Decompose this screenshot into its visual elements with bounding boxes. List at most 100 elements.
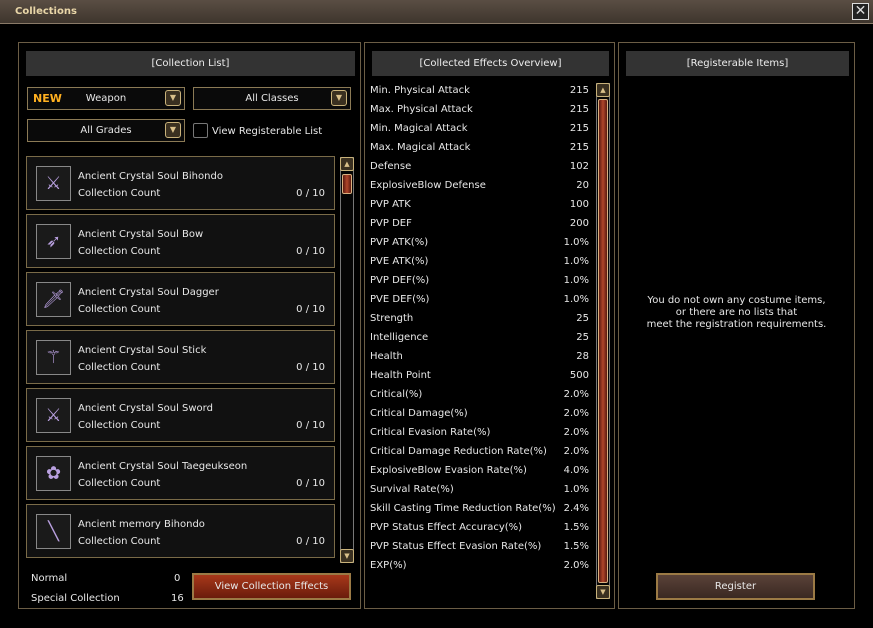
- stat-value: 215: [569, 104, 589, 115]
- special-collection-label: Special Collection: [31, 593, 120, 604]
- item-count: 0 / 10: [296, 188, 325, 199]
- stat-value: 2.0%: [563, 408, 589, 419]
- item-name: Ancient memory Bihondo: [78, 519, 205, 530]
- grades-dropdown[interactable]: All Grades ▼: [27, 119, 185, 142]
- view-collection-effects-button[interactable]: View Collection Effects: [192, 573, 351, 600]
- stat-label: Skill Casting Time Reduction Rate(%): [370, 503, 556, 514]
- stat-label: ExplosiveBlow Defense: [370, 180, 486, 191]
- stat-row: Intelligence 25: [370, 332, 589, 346]
- item-count: 0 / 10: [296, 420, 325, 431]
- collection-list-item[interactable]: ╲ Ancient memory Bihondo Collection Coun…: [26, 504, 335, 558]
- stat-value: 215: [569, 142, 589, 153]
- collection-list-item[interactable]: ⚔ Ancient Crystal Soul Sword Collection …: [26, 388, 335, 442]
- chevron-down-icon: ▼: [165, 90, 181, 106]
- stat-row: Critical Evasion Rate(%) 2.0%: [370, 427, 589, 441]
- stat-row: PVP ATK 100: [370, 199, 589, 213]
- register-button[interactable]: Register: [656, 573, 815, 600]
- stat-label: Critical Evasion Rate(%): [370, 427, 491, 438]
- item-count: 0 / 10: [296, 304, 325, 315]
- special-collection-value: 16: [171, 593, 184, 604]
- stat-value: 1.0%: [563, 275, 589, 286]
- stat-label: PVP DEF: [370, 218, 412, 229]
- classes-value: All Classes: [245, 93, 299, 104]
- collection-list-panel: [Collection List]: [18, 42, 361, 609]
- item-count-label: Collection Count: [78, 478, 161, 489]
- item-count-label: Collection Count: [78, 362, 161, 373]
- scroll-thumb[interactable]: [342, 174, 352, 194]
- message-line: You do not own any costume items,: [647, 295, 826, 306]
- collection-scrollbar[interactable]: ▲ ▼: [340, 157, 354, 563]
- stat-label: Critical Damage(%): [370, 408, 468, 419]
- stat-label: ExplosiveBlow Evasion Rate(%): [370, 465, 527, 476]
- registerable-items-header: [Registerable Items]: [626, 51, 849, 76]
- item-name: Ancient Crystal Soul Bow: [78, 229, 204, 240]
- stat-value: 2.0%: [563, 427, 589, 438]
- grades-value: All Grades: [80, 125, 132, 136]
- collection-list-item[interactable]: ✿ Ancient Crystal Soul Taegeukseon Colle…: [26, 446, 335, 500]
- stat-label: EXP(%): [370, 560, 407, 571]
- item-icon: ╲: [36, 514, 71, 549]
- normal-value: 0: [174, 573, 181, 584]
- stat-row: Health 28: [370, 351, 589, 365]
- stat-value: 100: [569, 199, 589, 210]
- scroll-thumb[interactable]: [598, 99, 608, 583]
- stat-value: 4.0%: [563, 465, 589, 476]
- stat-label: PVP Status Effect Accuracy(%): [370, 522, 523, 533]
- collection-list-item[interactable]: ⚚ Ancient Crystal Soul Stick Collection …: [26, 330, 335, 384]
- collection-list-item[interactable]: 🗡 Ancient Crystal Soul Dagger Collection…: [26, 272, 335, 326]
- item-count: 0 / 10: [296, 536, 325, 547]
- normal-label: Normal: [31, 573, 68, 584]
- item-name: Ancient Crystal Soul Bihondo: [78, 171, 223, 182]
- item-icon: ⚚: [36, 340, 71, 375]
- message-line: meet the registration requirements.: [646, 319, 827, 330]
- stat-value: 20: [576, 180, 589, 191]
- stat-value: 1.5%: [563, 522, 589, 533]
- stat-value: 1.0%: [563, 294, 589, 305]
- stat-row: PVP DEF 200: [370, 218, 589, 232]
- stat-value: 102: [569, 161, 589, 172]
- stat-value: 25: [576, 332, 589, 343]
- stat-row: Strength 25: [370, 313, 589, 327]
- item-count: 0 / 10: [296, 246, 325, 257]
- item-icon: 🗡: [36, 282, 71, 317]
- scroll-down-icon[interactable]: ▼: [596, 585, 610, 599]
- stat-row: Skill Casting Time Reduction Rate(%) 2.4%: [370, 503, 589, 517]
- collection-list-item[interactable]: ⚔ Ancient Crystal Soul Bihondo Collectio…: [26, 156, 335, 210]
- stat-label: PVP ATK(%): [370, 237, 429, 248]
- stat-row: Health Point 500: [370, 370, 589, 384]
- stat-label: Critical(%): [370, 389, 423, 400]
- item-count-label: Collection Count: [78, 536, 161, 547]
- chevron-down-icon: ▼: [331, 90, 347, 106]
- new-badge: NEW: [33, 92, 62, 105]
- item-count-label: Collection Count: [78, 188, 161, 199]
- stat-label: Intelligence: [370, 332, 429, 343]
- stat-row: ExplosiveBlow Evasion Rate(%) 4.0%: [370, 465, 589, 479]
- item-name: Ancient Crystal Soul Taegeukseon: [78, 461, 248, 472]
- category-dropdown[interactable]: NEW Weapon ▼: [27, 87, 185, 110]
- collection-list-item[interactable]: ➶ Ancient Crystal Soul Bow Collection Co…: [26, 214, 335, 268]
- scroll-up-icon[interactable]: ▲: [340, 157, 354, 171]
- message-line: or there are no lists that: [675, 307, 798, 318]
- effects-overview-panel: [Collected Effects Overview]: [364, 42, 615, 609]
- stat-value: 215: [569, 123, 589, 134]
- classes-dropdown[interactable]: All Classes ▼: [193, 87, 351, 110]
- item-icon: ⚔: [36, 166, 71, 201]
- stat-label: PVE ATK(%): [370, 256, 429, 267]
- close-icon[interactable]: ✕: [852, 3, 869, 20]
- stat-value: 2.0%: [563, 389, 589, 400]
- stat-value: 1.5%: [563, 541, 589, 552]
- stat-label: PVE DEF(%): [370, 294, 430, 305]
- stat-value: 1.0%: [563, 237, 589, 248]
- stat-label: Critical Damage Reduction Rate(%): [370, 446, 547, 457]
- stat-value: 25: [576, 313, 589, 324]
- effects-overview-header: [Collected Effects Overview]: [372, 51, 609, 76]
- stat-row: PVP ATK(%) 1.0%: [370, 237, 589, 251]
- scroll-up-icon[interactable]: ▲: [596, 83, 610, 97]
- effects-scrollbar[interactable]: ▲ ▼: [596, 83, 610, 599]
- item-count: 0 / 10: [296, 362, 325, 373]
- item-icon: ➶: [36, 224, 71, 259]
- stat-row: Min. Physical Attack 215: [370, 85, 589, 99]
- registerable-checkbox[interactable]: [193, 123, 208, 138]
- scroll-down-icon[interactable]: ▼: [340, 549, 354, 563]
- stat-value: 1.0%: [563, 256, 589, 267]
